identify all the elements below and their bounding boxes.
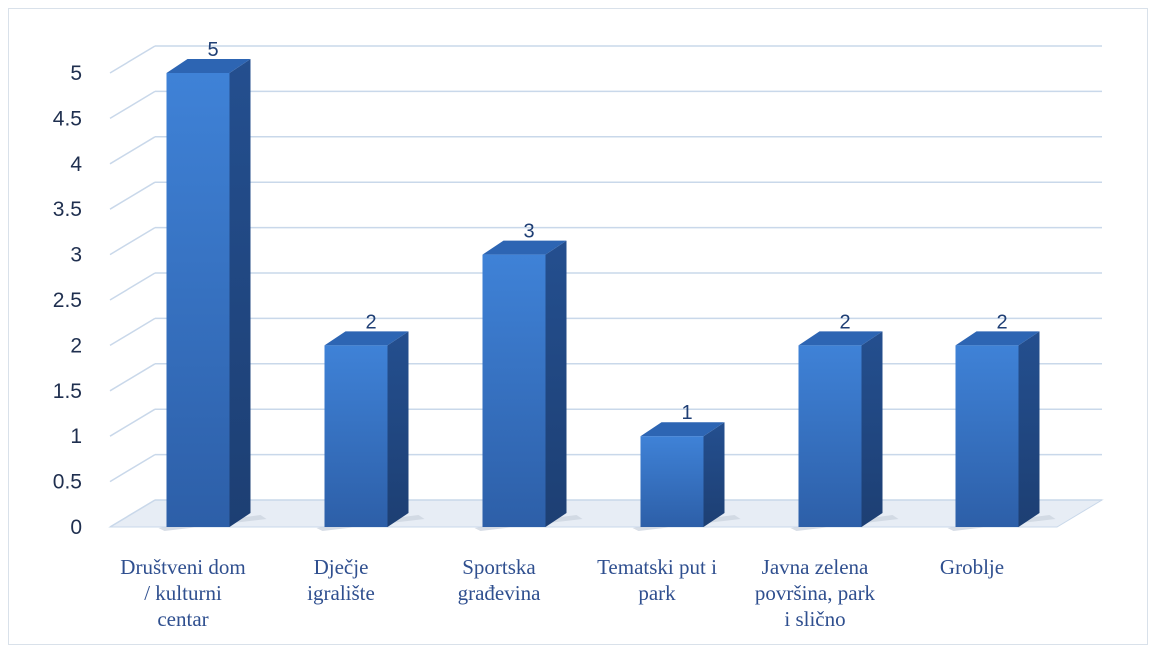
x-tick-label-line: Javna zelena	[762, 555, 869, 579]
x-tick-label: Tematski put i park	[597, 555, 717, 605]
data-label: 2	[839, 311, 850, 333]
chart-floor	[108, 499, 1104, 528]
gridline-side	[109, 499, 156, 528]
x-tick-label-line: park	[638, 581, 676, 605]
bar-side	[229, 59, 251, 527]
x-tick-label: Dječje igralište	[307, 555, 375, 605]
x-tick-label-line: građevina	[458, 581, 541, 605]
x-tick-label-line: igralište	[307, 581, 375, 605]
bar	[324, 345, 388, 527]
bar-top	[482, 240, 567, 255]
bar	[166, 73, 230, 527]
gridline-side	[109, 226, 156, 256]
bar	[640, 436, 704, 527]
y-tick-label: 4.5	[53, 107, 82, 130]
gridline-side	[109, 181, 156, 210]
data-label: 2	[996, 311, 1007, 333]
bar-top	[324, 331, 409, 346]
x-tick-label: Javna zelena površina, park i slično	[755, 555, 876, 631]
x-tick-label-line: površina, park	[755, 581, 876, 605]
data-label: 3	[523, 221, 534, 243]
x-tick-label-line: Društveni dom	[120, 555, 245, 579]
x-tick-label-line: Tematski put i	[597, 555, 717, 579]
gridline-side	[109, 453, 156, 483]
bar	[955, 345, 1019, 527]
data-label: 5	[207, 39, 218, 61]
gridline-side	[109, 136, 156, 165]
bar-side	[1018, 331, 1040, 527]
bar-side	[703, 422, 725, 527]
data-label: 1	[681, 402, 692, 424]
x-tick-label-line: / kulturni	[144, 581, 222, 605]
x-tick-label: Društveni dom / kulturni centar	[120, 555, 245, 631]
x-tick-label: Sportska građevina	[458, 555, 541, 605]
x-tick-label-line: i slično	[784, 607, 845, 631]
bar	[482, 254, 546, 527]
y-tick-label: 4	[70, 153, 82, 176]
data-label: 2	[365, 311, 376, 333]
gridline-side	[109, 363, 156, 392]
x-tick-label-line: Sportska	[462, 555, 536, 579]
y-tick-label: 1	[70, 425, 82, 448]
gridline-side	[109, 90, 156, 120]
bar-top	[640, 422, 725, 437]
gridline-side	[109, 408, 156, 437]
x-tick-label-line: Groblje	[940, 555, 1004, 579]
x-tick-label-line: Dječje	[314, 555, 369, 579]
bar-side	[387, 331, 409, 527]
y-tick-label: 0.5	[53, 471, 82, 494]
y-tick-label: 3.5	[53, 198, 82, 221]
bar-top	[166, 59, 251, 73]
bar-top	[798, 331, 883, 346]
x-tick-label: Groblje	[940, 555, 1004, 579]
y-tick-label: 2	[70, 334, 82, 357]
gridline-side	[109, 317, 156, 347]
y-tick-label: 1.5	[53, 380, 82, 403]
gridline-side	[109, 45, 156, 74]
gridline-side	[109, 272, 156, 301]
x-tick-label-line: centar	[157, 607, 208, 631]
y-tick-label: 3	[70, 244, 82, 267]
y-tick-label: 2.5	[53, 289, 82, 312]
bar-side	[861, 331, 883, 527]
bar-side	[545, 240, 567, 527]
bar-top	[955, 331, 1040, 346]
bar	[798, 345, 862, 527]
y-tick-label: 0	[70, 516, 82, 539]
y-tick-label: 5	[70, 62, 82, 85]
